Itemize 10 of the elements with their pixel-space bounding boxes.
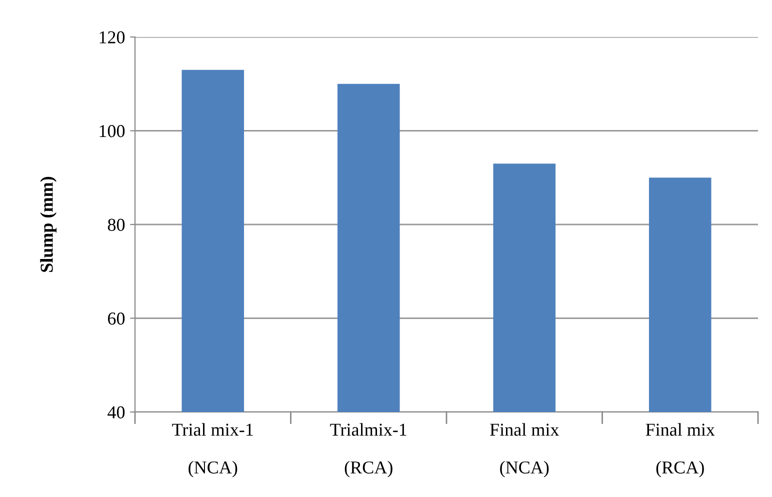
y-tick-label: 40 bbox=[108, 406, 125, 418]
y-tick-label: 60 bbox=[108, 312, 125, 325]
y-tick-label: 80 bbox=[108, 218, 125, 231]
category-label: Trial mix-1 (NCA) bbox=[172, 423, 253, 478]
y-tick-label: 100 bbox=[100, 125, 125, 138]
category-label: Final mix (RCA) bbox=[646, 423, 715, 478]
y-axis-title: Slump (mm) bbox=[40, 176, 57, 272]
y-tick-label: 120 bbox=[100, 31, 125, 44]
category-label: Trialmix-1 (RCA) bbox=[330, 423, 406, 478]
category-label: Final mix (NCA) bbox=[490, 423, 560, 478]
